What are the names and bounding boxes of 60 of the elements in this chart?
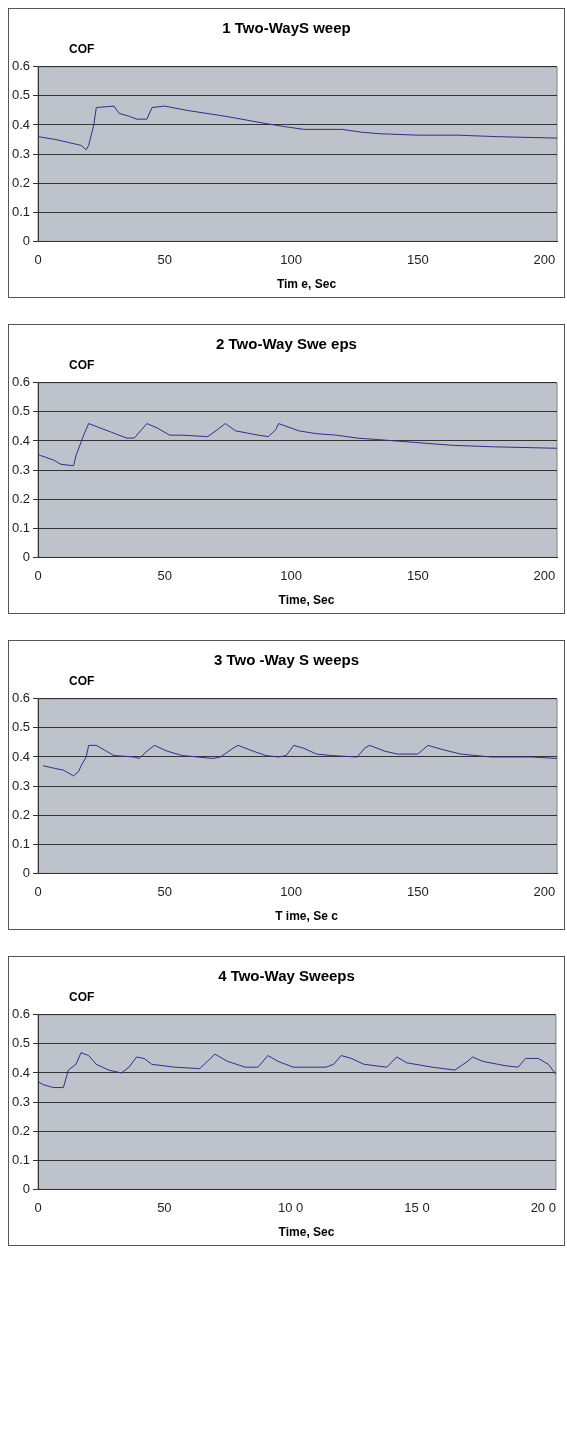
- y-tick-label: 0.2: [11, 174, 31, 190]
- x-tick-label: 0: [34, 883, 42, 899]
- y-tick-label: 0.2: [11, 806, 31, 822]
- y-tick-label: 0.1: [11, 835, 31, 851]
- y-axis-title: COF: [68, 42, 96, 56]
- y-tick-label: 0.2: [11, 490, 31, 506]
- chart-title: 2 Two-Way Swe eps: [215, 334, 358, 352]
- y-tick-label: 0.1: [11, 203, 31, 219]
- x-tick-label: 150: [406, 567, 429, 583]
- x-tick-label: 200: [533, 251, 556, 267]
- x-tick-label: 150: [406, 883, 429, 899]
- x-tick-label: 15 0: [404, 1199, 430, 1215]
- y-tick-label: 0.3: [11, 777, 31, 793]
- x-tick-label: 0: [34, 567, 42, 583]
- x-tick-label: 0: [34, 1199, 42, 1215]
- x-tick-label: 50: [157, 1199, 172, 1215]
- x-axis-title: T ime, Se c: [274, 908, 339, 925]
- chart-title: 1 Two-WayS weep: [221, 18, 352, 36]
- x-tick-label: 100: [280, 251, 303, 267]
- y-tick-label: 0.1: [11, 519, 31, 535]
- y-tick-label: 0.5: [11, 1035, 31, 1051]
- y-tick-label: 0: [22, 548, 31, 564]
- y-axis-title: COF: [68, 674, 96, 688]
- x-tick-label: 200: [533, 883, 556, 899]
- y-tick-label: 0.4: [11, 748, 31, 764]
- y-tick-label: 0: [22, 1180, 31, 1196]
- chart-title: 4 Two-Way Sweeps: [217, 966, 356, 984]
- y-tick-label: 0: [22, 864, 31, 880]
- x-tick-label: 50: [157, 251, 172, 267]
- y-tick-label: 0.3: [11, 145, 31, 161]
- y-tick-label: 0: [22, 232, 31, 248]
- x-tick-label: 100: [280, 567, 303, 583]
- y-tick-label: 0.6: [11, 58, 31, 74]
- x-axis-title: Tim e, Sec: [275, 276, 338, 293]
- x-tick-label: 100: [280, 883, 303, 899]
- x-axis-title: Time, Sec: [277, 1224, 336, 1241]
- y-tick-label: 0.5: [11, 87, 31, 103]
- y-tick-label: 0.1: [11, 1151, 31, 1167]
- y-tick-label: 0.6: [11, 374, 31, 390]
- chart-title: 3 Two -Way S weeps: [212, 650, 360, 668]
- y-tick-label: 0.4: [11, 116, 31, 132]
- x-tick-label: 0: [34, 251, 42, 267]
- x-tick-label: 50: [157, 883, 172, 899]
- x-tick-label: 50: [157, 567, 172, 583]
- y-tick-label: 0.3: [11, 1093, 31, 1109]
- y-tick-label: 0.6: [11, 1006, 31, 1022]
- y-tick-label: 0.6: [11, 690, 31, 706]
- y-tick-label: 0.2: [11, 1122, 31, 1138]
- y-tick-label: 0.4: [11, 432, 31, 448]
- x-tick-label: 150: [406, 251, 429, 267]
- x-axis-title: Time, Sec: [277, 592, 336, 609]
- x-tick-label: 200: [533, 567, 556, 583]
- y-tick-label: 0.5: [11, 403, 31, 419]
- y-tick-label: 0.4: [11, 1064, 31, 1080]
- y-tick-label: 0.5: [11, 719, 31, 735]
- y-axis-title: COF: [68, 990, 96, 1004]
- y-axis-title: COF: [68, 358, 96, 372]
- y-tick-label: 0.3: [11, 461, 31, 477]
- x-tick-label: 20 0: [530, 1199, 556, 1215]
- x-tick-label: 10 0: [278, 1199, 304, 1215]
